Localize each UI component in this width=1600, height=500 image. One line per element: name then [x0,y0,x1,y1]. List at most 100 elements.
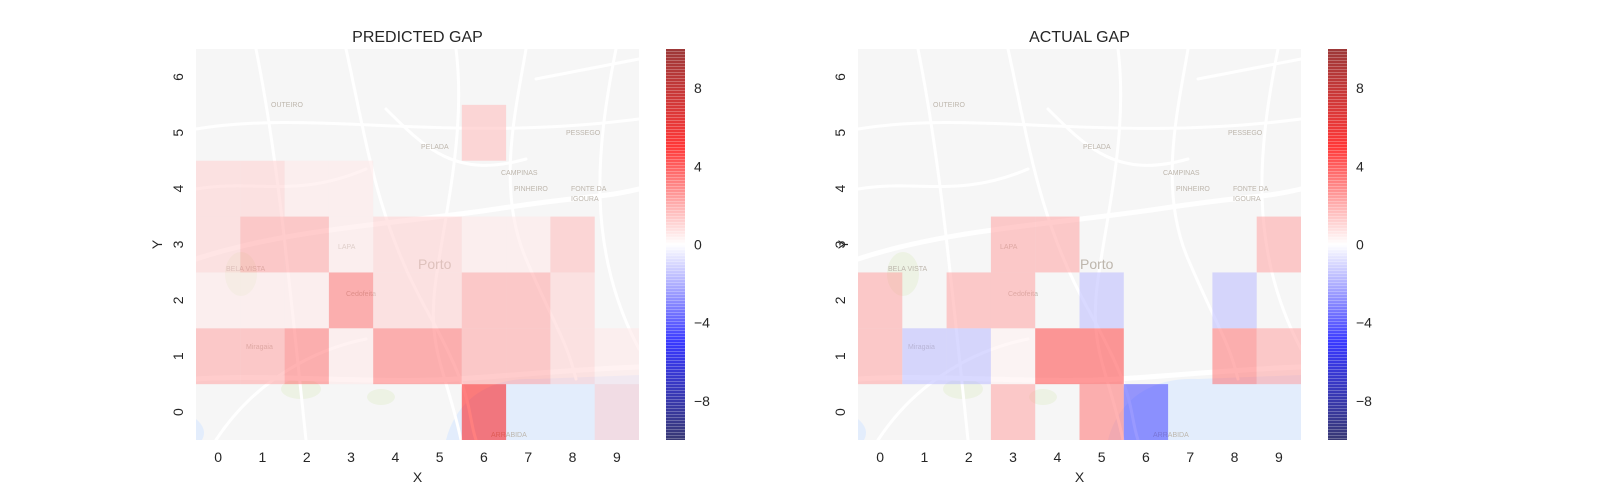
heatmap-cells [196,104,639,440]
x-tick-label: 7 [1186,449,1194,465]
heatmap-cell [240,328,285,385]
heatmap-cell [550,328,595,385]
map-road [856,117,1303,131]
colorbar-tick-label: 4 [1356,158,1364,174]
x-tick-label: 4 [391,449,399,465]
colorbar-tick-label: 0 [694,237,702,253]
heatmap-cell [550,272,595,329]
map-label: BELA VISTA [888,266,927,273]
x-tick-label: 6 [480,449,488,465]
heatmap-cell [990,216,1036,273]
x-axis-label: X [1075,469,1085,485]
colorbar-tick-label: −8 [694,393,710,409]
x-tick-label: 1 [921,449,929,465]
heatmap-cell [196,160,241,217]
heatmap-cell [946,328,991,385]
x-tick-label: 1 [259,449,267,465]
heatmap-cell [284,328,329,385]
heatmap-cell [550,216,595,273]
heatmap-cell [196,272,241,329]
heatmap-cell [506,328,551,385]
x-tick-label: 6 [1142,449,1150,465]
heatmap-cell [1256,328,1301,385]
map-park [367,389,395,405]
heatmap-cell [1256,216,1301,273]
y-tick-label: 2 [170,296,186,304]
heatmap-cell [461,384,507,440]
heatmap-cell [1212,272,1257,329]
map-road [1046,107,1190,167]
x-tick-label: 0 [214,449,222,465]
map-water [858,419,866,440]
x-tick-label: 7 [524,449,532,465]
x-tick-label: 2 [303,449,311,465]
map-road [856,167,1030,191]
heatmap-cell [946,272,991,329]
map-label: PESSEGO [566,130,601,137]
map-road [384,107,528,167]
y-tick-label: 3 [170,240,186,248]
y-axis-label: Y [149,239,165,249]
colorbar: 8 4 0 −4 −8 [1328,49,1372,440]
x-tick-label: 0 [876,449,884,465]
heatmap-cell [506,216,551,273]
heatmap-cell [858,272,903,329]
heatmap-cell [284,160,329,217]
y-tick-label: 2 [832,296,848,304]
heatmap-cell [240,216,285,273]
actual-gap-panel: OUTEIRO PESSEGO PELADA CAMPINAS PINHEIRO FONT… [832,29,1372,485]
y-tick-label: 6 [832,73,848,81]
heatmap-cell [990,272,1036,329]
map-road [598,47,641,351]
y-tick-label: 5 [832,129,848,137]
heatmap-cell [417,272,462,329]
map-label: PELADA [421,144,449,151]
map-label: PELADA [1083,144,1111,151]
colorbar-tick-label: −4 [694,315,710,331]
heatmap-cell [461,104,507,161]
map-label: OUTEIRO [271,102,303,109]
y-tick-label: 3 [832,240,848,248]
x-tick-label: 5 [1098,449,1106,465]
map-label: PESSEGO [1228,130,1263,137]
y-tick-label: 4 [170,185,186,193]
x-tick-label: 2 [965,449,973,465]
chart-title: ACTUAL GAP [1029,29,1130,46]
heatmap-cell [1123,384,1169,440]
chart-title: PREDICTED GAP [352,29,483,46]
heatmap-cell [196,328,241,385]
map-road [1196,57,1303,81]
heatmap-cell [594,384,639,440]
colorbar-tick-label: 8 [1356,80,1364,96]
x-tick-label: 8 [1231,449,1239,465]
heatmap-cell [373,328,418,385]
map-label: CAMPINAS [1163,170,1200,177]
map-label: PINHEIRO [1176,186,1210,193]
colorbar-tick-label: −8 [1356,393,1372,409]
x-tick-label: 9 [1275,449,1283,465]
map-label: CAMPINAS [501,170,538,177]
heatmap-cell [328,328,374,385]
heatmap-cell [858,328,903,385]
heatmap-cell [902,328,947,385]
x-tick-label: 3 [347,449,355,465]
heatmap-cell [328,160,374,217]
map-park [1029,389,1057,405]
heatmap-cell [461,272,507,329]
map-road [534,57,641,81]
x-tick-label: 9 [613,449,621,465]
y-tick-label: 5 [170,129,186,137]
heatmap-cell [506,272,551,329]
heatmap-cell [990,328,1036,385]
heatmap-cell [461,216,507,273]
map-label: ARRABIDA [491,432,527,439]
map-label: ARRABIDA [1153,432,1189,439]
heatmap-cell [373,216,418,273]
heatmap-cell [1079,272,1124,329]
heatmap-cell [1079,384,1124,440]
y-tick-label: 6 [170,73,186,81]
heatmap-cell [1035,328,1080,385]
colorbar-tick-label: 8 [694,80,702,96]
y-tick-label: 1 [170,352,186,360]
